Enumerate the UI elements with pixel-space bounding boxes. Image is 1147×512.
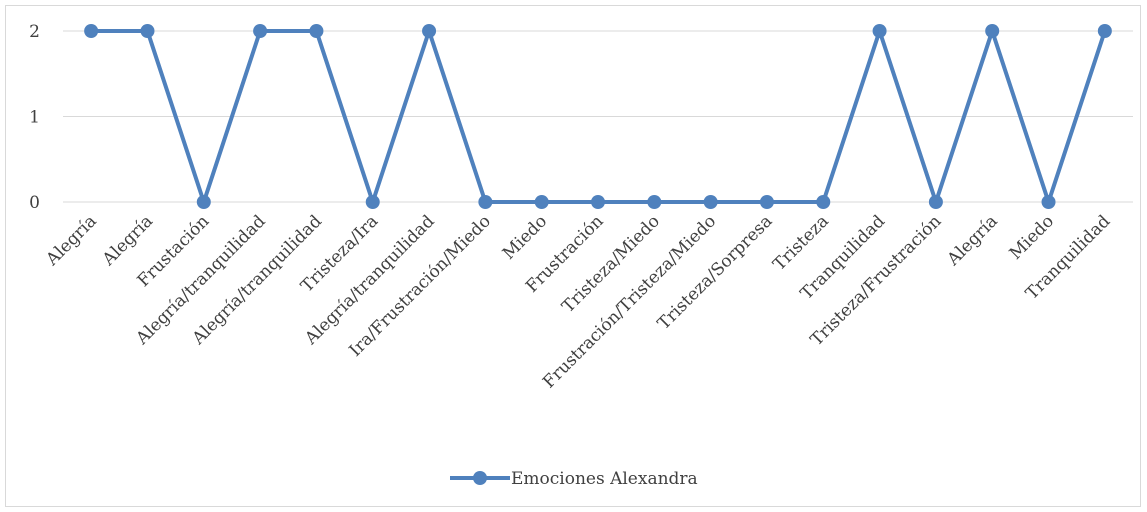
gridlines bbox=[63, 30, 1133, 203]
legend-marker-swatch bbox=[473, 471, 487, 485]
y-tick-label: 2 bbox=[29, 22, 40, 42]
data-point bbox=[534, 195, 549, 209]
data-point bbox=[647, 195, 662, 209]
data-point bbox=[422, 24, 437, 38]
x-tick-label: Miedo bbox=[1006, 211, 1058, 263]
chart-frame bbox=[5, 5, 1141, 507]
data-point bbox=[84, 24, 99, 38]
data-point bbox=[365, 195, 380, 209]
x-tick-label: Alegría bbox=[943, 211, 1002, 270]
legend: Emociones Alexandra bbox=[450, 469, 698, 489]
data-point bbox=[1041, 195, 1056, 209]
data-point bbox=[816, 195, 831, 209]
data-point bbox=[1097, 24, 1112, 38]
x-tick-label: Tristeza/Miedo bbox=[558, 211, 664, 317]
x-axis-ticks: AlegríaAlegríaFrustaciónAlegría/tranquil… bbox=[42, 211, 1115, 392]
data-point bbox=[309, 24, 324, 38]
data-point bbox=[140, 24, 155, 38]
data-point bbox=[703, 195, 718, 209]
data-point bbox=[478, 195, 493, 209]
data-point bbox=[985, 24, 1000, 38]
data-point bbox=[196, 195, 211, 209]
y-tick-label: 0 bbox=[29, 193, 40, 213]
data-point bbox=[928, 195, 943, 209]
data-point bbox=[872, 24, 887, 38]
x-tick-label: Alegría bbox=[42, 211, 101, 270]
y-axis-ticks: 0 1 2 bbox=[29, 22, 40, 213]
x-tick-label: Miedo bbox=[499, 211, 551, 263]
data-point bbox=[253, 24, 268, 38]
legend-label: Emociones Alexandra bbox=[511, 469, 698, 489]
series-layer bbox=[84, 24, 1112, 209]
data-point bbox=[591, 195, 605, 209]
y-tick-label: 1 bbox=[29, 108, 40, 128]
data-point bbox=[759, 195, 774, 209]
